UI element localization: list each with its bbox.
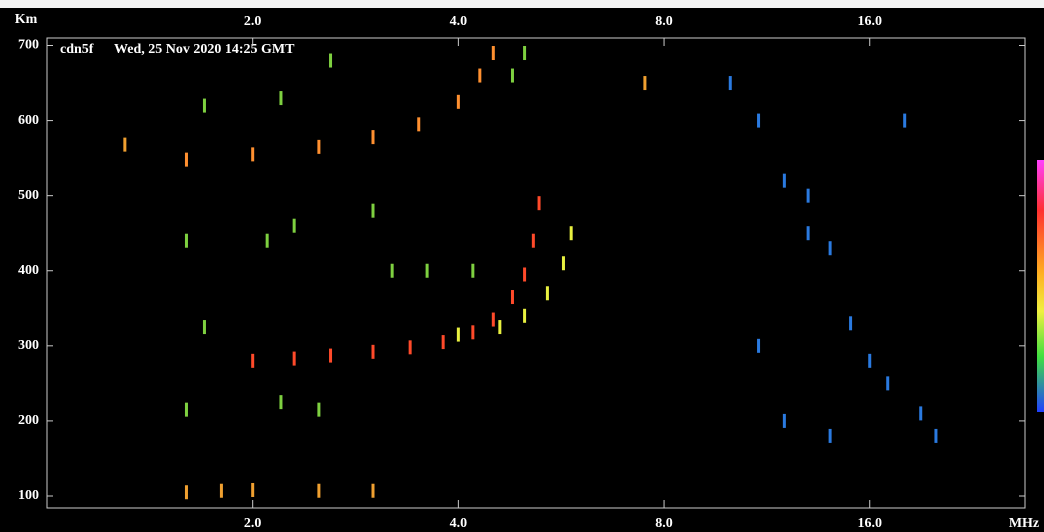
x-tick-label: 2.0 <box>244 14 262 29</box>
echo <box>471 325 475 340</box>
echo <box>782 413 786 428</box>
echo <box>202 320 206 335</box>
echo <box>184 485 188 500</box>
echo <box>371 203 375 218</box>
echo <box>456 327 460 342</box>
y-axis-label: Km <box>15 12 38 27</box>
echo <box>828 428 832 443</box>
echo <box>806 226 810 241</box>
echo <box>265 233 269 248</box>
echo <box>471 263 475 278</box>
echo <box>279 91 283 106</box>
echo <box>317 483 321 498</box>
echo <box>934 428 938 443</box>
echo <box>371 344 375 359</box>
echo <box>251 353 255 368</box>
echo <box>478 68 482 83</box>
echo <box>123 137 127 152</box>
echo <box>849 316 853 331</box>
echo <box>317 402 321 417</box>
echo <box>292 351 296 366</box>
echo <box>498 320 502 335</box>
echo <box>728 76 732 91</box>
echo <box>757 113 761 128</box>
echo <box>329 348 333 363</box>
x-tick-label: 2.0 <box>244 516 262 531</box>
x-tick-label: 4.0 <box>450 14 468 29</box>
echo <box>371 483 375 498</box>
y-tick-label: 300 <box>18 338 39 353</box>
echo <box>456 94 460 109</box>
echo <box>184 402 188 417</box>
echo <box>806 188 810 203</box>
echo <box>425 263 429 278</box>
top-strip <box>0 0 1044 8</box>
x-tick-label: 8.0 <box>655 14 673 29</box>
y-tick-label: 100 <box>18 488 39 503</box>
echo <box>184 233 188 248</box>
chart-title: Wed, 25 Nov 2020 14:25 GMT <box>114 42 295 57</box>
x-tick-label: 16.0 <box>857 516 882 531</box>
y-tick-label: 400 <box>18 263 39 278</box>
echo <box>371 130 375 145</box>
echo <box>219 483 223 498</box>
echo <box>537 196 541 211</box>
echo <box>317 139 321 154</box>
y-tick-label: 700 <box>18 38 39 53</box>
echo <box>561 256 565 271</box>
echo <box>531 233 535 248</box>
echo <box>390 263 394 278</box>
x-tick-label: 16.0 <box>857 14 882 29</box>
x-axis-label: MHz <box>1009 516 1039 531</box>
x-tick-label: 4.0 <box>450 516 468 531</box>
y-tick-label: 600 <box>18 113 39 128</box>
y-tick-label: 500 <box>18 188 39 203</box>
echo <box>868 353 872 368</box>
echo <box>643 76 647 91</box>
x-tick-label: 8.0 <box>655 516 673 531</box>
echo <box>202 98 206 113</box>
echo <box>510 68 514 83</box>
echo <box>408 340 412 355</box>
echo <box>782 173 786 188</box>
echo <box>251 482 255 497</box>
echo <box>417 117 421 132</box>
echo <box>545 286 549 301</box>
echo <box>569 226 573 241</box>
echo <box>441 335 445 350</box>
echo <box>491 312 495 327</box>
echo <box>329 53 333 68</box>
echo <box>523 46 527 61</box>
echo <box>491 46 495 61</box>
echo <box>523 308 527 323</box>
echo <box>251 147 255 162</box>
color-bar <box>1037 160 1044 412</box>
echo <box>903 113 907 128</box>
echo <box>184 152 188 167</box>
plot-frame <box>46 37 1026 509</box>
echo <box>523 267 527 282</box>
echo <box>886 376 890 391</box>
echo <box>279 395 283 410</box>
echo <box>757 338 761 353</box>
echo <box>828 241 832 256</box>
echo <box>510 290 514 305</box>
station-label: cdn5f <box>60 42 94 57</box>
y-tick-label: 200 <box>18 413 39 428</box>
echo <box>292 218 296 233</box>
echo <box>919 406 923 421</box>
